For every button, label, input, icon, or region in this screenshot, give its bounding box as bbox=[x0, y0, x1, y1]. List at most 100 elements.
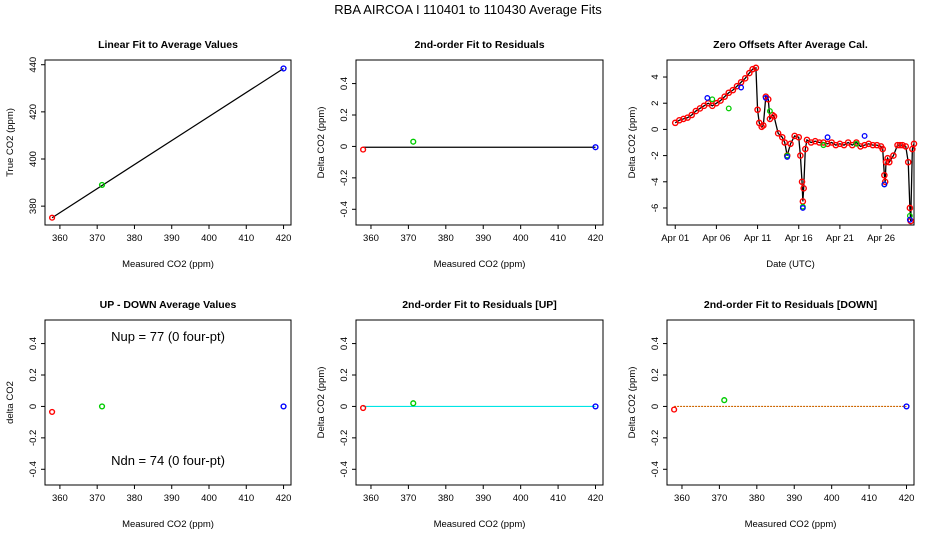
series-point bbox=[890, 152, 897, 159]
x-tick-label: 380 bbox=[438, 493, 454, 504]
series-point bbox=[857, 143, 864, 150]
x-tick-label: 360 bbox=[52, 233, 68, 244]
series-point bbox=[746, 69, 753, 77]
series-point bbox=[881, 171, 888, 179]
x-tick-label: Apr 06 bbox=[702, 233, 730, 244]
series-point bbox=[832, 141, 840, 149]
x-tick-label: 410 bbox=[238, 493, 254, 504]
y-tick-label: 420 bbox=[28, 104, 39, 120]
y-tick-label: -0.2 bbox=[339, 430, 350, 446]
y-tick-label: -0.4 bbox=[28, 461, 39, 477]
data-point bbox=[410, 400, 417, 407]
series-point bbox=[881, 178, 889, 186]
series-point bbox=[906, 212, 913, 219]
series-point bbox=[865, 140, 873, 148]
data-point bbox=[360, 404, 367, 412]
y-tick-label: 0 bbox=[339, 144, 350, 149]
y-tick-label: 0.4 bbox=[650, 337, 661, 350]
x-tick-label: 410 bbox=[238, 233, 254, 244]
series-point bbox=[760, 122, 767, 129]
series-point bbox=[738, 84, 745, 91]
y-axis-label: Delta CO2 (ppm) bbox=[627, 367, 638, 439]
x-tick-label: 420 bbox=[276, 233, 292, 244]
x-tick-label: 360 bbox=[363, 233, 379, 244]
y-tick-label: 0.2 bbox=[28, 368, 39, 381]
y-tick-label: 0.4 bbox=[28, 337, 39, 350]
x-tick-label: 410 bbox=[550, 493, 566, 504]
x-tick-label: 380 bbox=[127, 493, 143, 504]
data-point bbox=[98, 181, 106, 189]
x-tick-label: 400 bbox=[513, 493, 529, 504]
y-axis-label: Delta CO2 (ppm) bbox=[627, 107, 638, 179]
x-tick-label: Apr 21 bbox=[826, 233, 854, 244]
y-tick-label: -0.4 bbox=[339, 461, 350, 477]
x-tick-label: 380 bbox=[127, 233, 143, 244]
y-axis-label: Delta CO2 (ppm) bbox=[316, 367, 327, 439]
y-tick-label: 0.2 bbox=[339, 108, 350, 121]
x-tick-label: 370 bbox=[400, 493, 416, 504]
y-tick-label: 0.2 bbox=[650, 368, 661, 381]
x-axis-label: Measured CO2 (ppm) bbox=[434, 519, 526, 530]
series-point bbox=[766, 108, 773, 115]
series-point bbox=[725, 105, 732, 112]
series-point bbox=[906, 204, 914, 212]
data-point bbox=[280, 403, 287, 410]
data-point bbox=[592, 403, 599, 410]
series-point bbox=[881, 181, 888, 188]
series-point bbox=[787, 140, 794, 148]
x-tick-label: 380 bbox=[749, 493, 765, 504]
data-point bbox=[410, 138, 417, 145]
plot-frame bbox=[666, 319, 915, 486]
series-point bbox=[781, 139, 789, 146]
x-tick-label: 370 bbox=[400, 233, 416, 244]
plot-frame bbox=[355, 59, 604, 226]
y-tick-label: 380 bbox=[28, 198, 39, 214]
series-point bbox=[729, 86, 737, 94]
series-point bbox=[717, 97, 724, 104]
series-point bbox=[861, 133, 868, 139]
y-axis-label: delta CO2 bbox=[5, 381, 16, 424]
x-tick-label: 420 bbox=[276, 493, 292, 504]
series-point bbox=[741, 75, 749, 82]
series-point bbox=[820, 139, 827, 146]
series-point bbox=[906, 216, 913, 223]
x-tick-label: 420 bbox=[588, 493, 604, 504]
data-point bbox=[903, 403, 910, 410]
plot-frame bbox=[44, 319, 292, 486]
chart-title: UP - DOWN Average Values bbox=[100, 299, 237, 311]
series-point bbox=[721, 93, 728, 100]
series-point bbox=[853, 140, 860, 147]
data-point bbox=[360, 146, 367, 153]
series-point bbox=[824, 134, 831, 141]
chart-p6: 2nd-order Fit to Residuals [DOWN] 360 370 3… bbox=[627, 299, 915, 530]
series-point bbox=[791, 132, 798, 140]
chart-title: Zero Offsets After Average Cal. bbox=[713, 39, 868, 51]
series-point bbox=[774, 130, 782, 137]
x-tick-label: 390 bbox=[475, 233, 491, 244]
x-axis-label: Measured CO2 (ppm) bbox=[745, 519, 837, 530]
series-point bbox=[688, 111, 696, 119]
x-tick-label: 410 bbox=[550, 233, 566, 244]
series-point bbox=[899, 141, 906, 149]
series-point bbox=[816, 139, 823, 146]
x-axis-label: Measured CO2 (ppm) bbox=[434, 259, 526, 270]
x-tick-label: 420 bbox=[899, 493, 915, 504]
series-point bbox=[800, 185, 807, 192]
y-tick-label: 0.2 bbox=[339, 368, 350, 381]
x-axis-label: Measured CO2 (ppm) bbox=[122, 519, 214, 530]
series-point bbox=[778, 133, 786, 141]
series-point bbox=[784, 153, 791, 160]
series-point bbox=[836, 140, 844, 148]
x-tick-label: 390 bbox=[164, 493, 180, 504]
series-point bbox=[752, 64, 760, 72]
series-point bbox=[861, 141, 868, 149]
series-point bbox=[820, 142, 827, 149]
chart-title: 2nd-order Fit to Residuals bbox=[414, 39, 544, 51]
series-point bbox=[904, 158, 912, 166]
annotation-ndn: Ndn = 74 (0 four-pt) bbox=[111, 453, 225, 468]
series-point bbox=[896, 141, 904, 149]
data-point bbox=[98, 403, 106, 410]
series-point bbox=[879, 145, 887, 153]
y-tick-label: -4 bbox=[650, 178, 661, 186]
x-tick-label: Apr 16 bbox=[785, 233, 813, 244]
